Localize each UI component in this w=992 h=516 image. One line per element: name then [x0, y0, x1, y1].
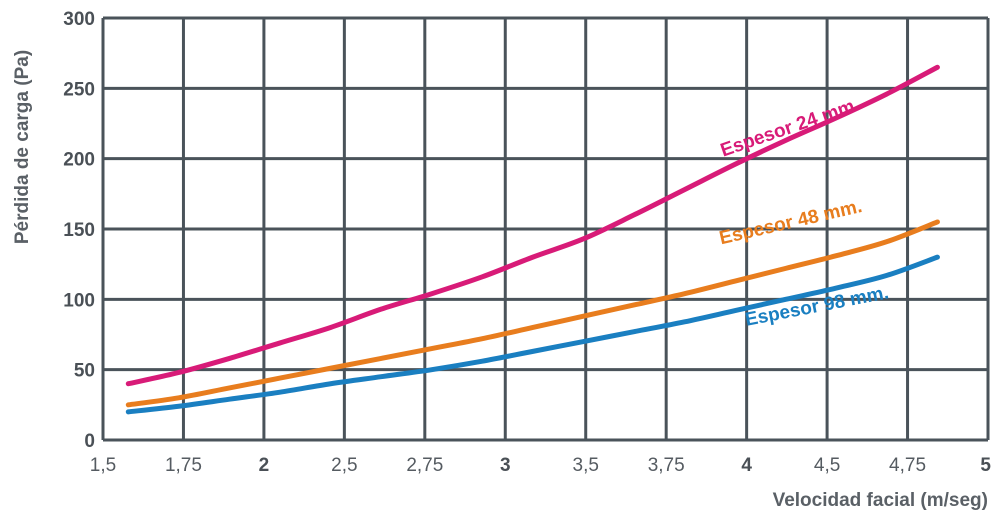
x-tick-label: 2 — [259, 455, 270, 476]
x-tick-label: 3 — [500, 455, 511, 476]
y-tick-label: 100 — [63, 290, 95, 311]
y-tick-label: 150 — [63, 220, 95, 241]
x-tick-label: 3,75 — [648, 455, 685, 476]
series-lines — [125, 64, 940, 415]
y-tick-label: 50 — [74, 361, 95, 382]
x-tick-label: 1,5 — [90, 455, 116, 476]
x-tick-label: 5 — [980, 455, 991, 476]
x-tick-label: 1,75 — [165, 455, 202, 476]
y-axis-title: Pérdida de carga (Pa) — [12, 50, 33, 244]
y-tick-label: 0 — [84, 431, 95, 452]
series-line — [125, 64, 940, 387]
series-label: Espesor 48 mm. — [717, 196, 864, 249]
x-tick-label: 2,5 — [331, 455, 357, 476]
x-tick-label: 4,5 — [814, 455, 840, 476]
series-line — [125, 219, 940, 408]
y-tick-label: 250 — [63, 79, 95, 100]
series-label: Espesor 24 mm. — [718, 94, 863, 161]
series-line — [125, 254, 940, 415]
series-label: Espesor 98 mm. — [743, 282, 890, 330]
x-tick-label: 4,75 — [889, 455, 926, 476]
x-axis-title: Velocidad facial (m/seg) — [773, 490, 988, 511]
x-axis-ticks: 1,5 1,75 2 2,5 2,75 3 3,5 3,75 4 4,5 4,75 5 — [90, 455, 992, 476]
y-tick-label: 300 — [63, 9, 95, 30]
x-tick-label: 2,75 — [406, 455, 443, 476]
y-axis-ticks: 0 50 100 150 200 250 300 — [63, 9, 95, 452]
y-tick-label: 200 — [63, 150, 95, 171]
x-tick-label: 3,5 — [573, 455, 599, 476]
grid — [101, 16, 990, 442]
x-tick-label: 4 — [741, 455, 752, 476]
